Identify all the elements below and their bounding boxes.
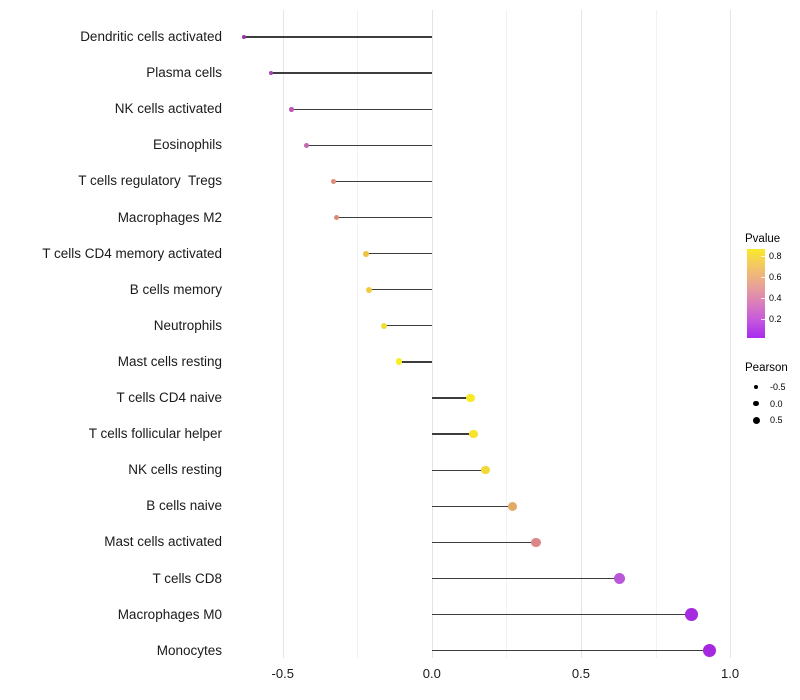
y-axis-label: Mast cells resting <box>117 353 222 369</box>
colorbar-tick-label: 0.4 <box>769 292 782 303</box>
lollipop-stem <box>243 36 432 38</box>
pearson-size-label: 0.0 <box>770 398 783 409</box>
lollipop-stem <box>431 541 537 544</box>
lollipop-dot <box>507 501 517 511</box>
lollipop-dot <box>333 214 340 221</box>
pearson-size-label: -0.5 <box>770 382 786 392</box>
x-gridline-minor <box>506 10 508 658</box>
lollipop-stem <box>399 361 432 363</box>
lollipop-stem <box>333 180 432 183</box>
lollipop-dot <box>466 393 475 403</box>
y-axis-label: B cells naive <box>146 498 222 514</box>
y-axis-label: NK cells resting <box>128 462 222 478</box>
lollipop-dot <box>481 465 490 475</box>
lollipop-dot <box>531 537 542 548</box>
pearson-size-dot <box>753 400 759 407</box>
pearson-size-label: 0.5 <box>770 415 783 425</box>
lollipop-dot <box>366 286 373 293</box>
colorbar-tick-label: 0.8 <box>769 250 782 261</box>
colorbar-tick-label: 0.6 <box>769 271 782 282</box>
y-axis-label: T cells CD4 naive <box>116 390 222 405</box>
lollipop-dot <box>614 572 626 585</box>
y-axis-label: Neutrophils <box>153 317 222 333</box>
pvalue-legend-title: Pvalue <box>745 233 781 245</box>
lollipop-dot <box>242 35 246 39</box>
lollipop-dot <box>469 429 478 439</box>
lollipop-dot <box>380 322 388 330</box>
y-axis-label: Macrophages M2 <box>117 209 222 225</box>
y-axis-label: NK cells activated <box>114 101 222 117</box>
pearson-size-dot <box>752 416 760 424</box>
lollipop-stem <box>431 433 474 435</box>
pearson-size-dot <box>754 385 758 389</box>
plot-panel <box>238 10 745 658</box>
y-axis-label: Mast cells activated <box>104 534 222 550</box>
lollipop-stem <box>431 397 471 399</box>
lollipop-stem <box>291 108 432 110</box>
x-gridline-major <box>282 10 284 658</box>
lollipop-stem <box>369 289 432 291</box>
y-axis-label: T cells CD8 <box>152 570 222 586</box>
y-axis-label: T cells CD4 memory activated <box>42 245 222 261</box>
y-axis-label: Eosinophils <box>152 137 222 153</box>
x-gridline-major <box>431 10 433 658</box>
y-axis-label: T cells regulatory Tregs <box>78 173 222 189</box>
y-axis-label: Dendritic cells activated <box>80 29 222 44</box>
x-gridline-major <box>730 10 732 658</box>
x-gridline-major <box>580 10 582 658</box>
y-axis-label: Monocytes <box>156 642 222 658</box>
lollipop-dot <box>268 70 273 76</box>
lollipop-stem <box>270 72 432 74</box>
legend: Pvalue 0.8 0.6 0.4 0.2 Pearson -0.5 0.0 0.5 <box>740 230 800 440</box>
colorbar-tick-mark <box>761 318 765 320</box>
pearson-legend-title: Pearson <box>745 362 788 374</box>
lollipop-stem <box>431 505 513 507</box>
lollipop-stem <box>431 469 486 471</box>
lollipop-stem <box>431 613 692 616</box>
colorbar-tick-label: 0.2 <box>769 313 782 324</box>
lollipop-dot <box>363 250 370 257</box>
lollipop-dot <box>330 178 337 185</box>
lollipop-stem <box>431 577 620 580</box>
colorbar-tick-mark <box>761 276 765 278</box>
lollipop-stem <box>306 144 432 146</box>
lollipop-dot <box>304 142 310 148</box>
x-axis-tick-label: 1.0 <box>721 666 740 681</box>
x-axis-tick-label: -0.5 <box>271 666 294 681</box>
y-axis-label: B cells memory <box>129 281 222 297</box>
y-axis-label: Plasma cells <box>146 65 222 81</box>
lollipop-dot <box>395 358 403 366</box>
y-axis-label: T cells follicular helper <box>88 426 222 442</box>
x-gridline-minor <box>357 10 359 658</box>
x-gridline-minor <box>655 10 657 658</box>
lollipop-dot <box>289 106 294 112</box>
lollipop-dot <box>702 644 716 658</box>
x-axis-tick-label: 0.5 <box>571 666 591 681</box>
lollipop-stem <box>384 325 432 327</box>
colorbar-tick-mark <box>761 255 765 257</box>
lollipop-stem <box>431 650 710 652</box>
x-axis-tick-label: 0.0 <box>422 666 441 681</box>
y-axis-label: Macrophages M0 <box>117 606 222 622</box>
colorbar-tick-mark <box>761 297 765 299</box>
pvalue-colorbar <box>747 249 765 338</box>
lollipop-dot <box>684 608 698 621</box>
lollipop-stem <box>336 216 432 219</box>
lollipop-stem <box>366 252 432 255</box>
